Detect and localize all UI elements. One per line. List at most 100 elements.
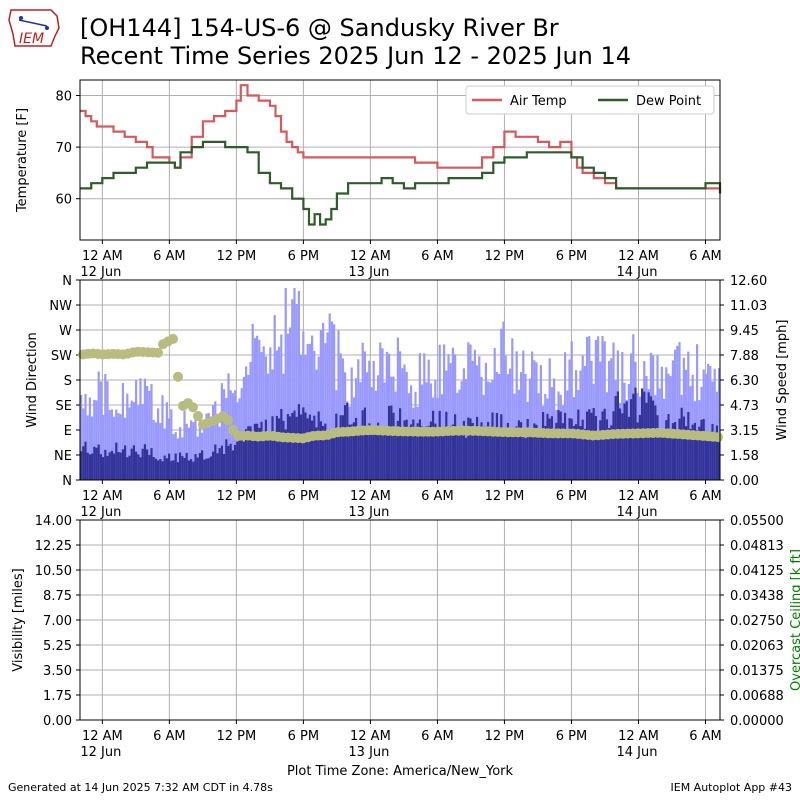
wind-speed-bar [487, 422, 490, 480]
wind-speed-bar [566, 435, 569, 480]
wind-speed-bar [88, 454, 91, 480]
wind-speed-bar [491, 412, 494, 480]
wind-speed-bar [247, 426, 250, 480]
wind-gust-bar [707, 363, 710, 480]
wind-speed-bar [240, 436, 243, 480]
wind-speed-bar [326, 431, 329, 480]
wind-speed-bar [201, 450, 204, 480]
wind-gust-bar [256, 335, 259, 480]
wind-speed-bar [572, 426, 575, 480]
wind-gust-bar [522, 350, 525, 480]
wind-speed-bar [564, 412, 567, 480]
wind-frame [79, 279, 721, 481]
wind-speed-bar [337, 430, 340, 480]
wind-gust-bar [473, 349, 476, 480]
wind-gust-bar [258, 339, 261, 480]
wind-speed-bar [196, 457, 199, 480]
wind-speed-bar [108, 452, 111, 480]
wind-speed-bar [374, 434, 377, 480]
wind-speed-bar [82, 446, 85, 480]
wind-dir-tick-label: NE [54, 449, 72, 464]
wind-speed-bar [577, 409, 580, 480]
wind-speed-bar [346, 402, 349, 480]
wind-speed-bar [293, 410, 296, 480]
wind-gust-bar [583, 366, 586, 480]
wind-speed-bar [469, 418, 472, 480]
wind-speed-bar [537, 437, 540, 480]
wind-speed-tick-label: 0.00 [730, 474, 759, 489]
wind-gust-bar [106, 381, 109, 480]
wind-speed-bar [619, 408, 622, 480]
vis-tick-label: 10.50 [35, 564, 72, 579]
wind-speed-bar [322, 426, 325, 480]
wind-gust-bar [146, 386, 149, 480]
wind-speed-bar [161, 461, 164, 480]
wind-gust-bar [326, 332, 329, 480]
wind-gust-bar [669, 376, 672, 480]
wind-speed-bar [638, 414, 641, 480]
ceiling-ylabel: Overcast Ceiling [k ft] [789, 549, 800, 691]
wind-gust-bar [515, 351, 518, 480]
wind-speed-bar [581, 419, 584, 480]
wind-gust-bar [172, 434, 175, 480]
wind-speed-bar [300, 414, 303, 480]
wind-gust-bar [273, 315, 276, 480]
wind-xtick-date: 14 Jun [616, 505, 657, 520]
wind-gust-bar [212, 405, 215, 480]
wind-speed-bar [368, 423, 371, 480]
wind-speed-bar [271, 416, 274, 480]
wind-gust-bar [297, 290, 300, 480]
temp-xtick-label: 12 AM [350, 249, 391, 264]
wind-speed-bar [330, 433, 333, 480]
wind-speed-bar [80, 451, 83, 480]
wind-speed-tick-label: 11.03 [730, 299, 767, 314]
wind-speed-bar [517, 420, 520, 480]
vis-xtick-label: 12 AM [618, 729, 659, 744]
wind-gust-bar [187, 427, 190, 480]
wind-speed-bar [205, 458, 208, 480]
wind-speed-bar [174, 453, 177, 480]
wind-speed-bar [553, 430, 556, 480]
vis-xtick-date: 14 Jun [616, 745, 657, 760]
wind-gust-bar [229, 390, 232, 480]
wind-speed-bar [179, 452, 182, 480]
wind-speed-bar [267, 431, 270, 480]
wind-speed-bar [689, 429, 692, 480]
wind-gust-bar [594, 339, 597, 480]
wind-direction-point [188, 402, 198, 413]
wind-xtick-label: 12 AM [350, 489, 391, 504]
wind-speed-bar [482, 426, 485, 480]
wind-speed-bar [489, 434, 492, 480]
wind-speed-bar [449, 426, 452, 480]
wind-speed-bar [295, 416, 298, 480]
wind-speed-bar [218, 448, 221, 480]
wind-gust-bar [478, 356, 481, 480]
wind-speed-bar [251, 440, 254, 480]
wind-speed-bar [500, 414, 503, 480]
wind-gust-bar [80, 394, 83, 480]
wind-speed-bar [583, 428, 586, 480]
wind-dir-tick-label: E [64, 424, 72, 439]
wind-speed-bar [436, 431, 439, 480]
wind-gust-bar [379, 342, 382, 480]
wind-speed-bar [383, 430, 386, 480]
wind-gust-bar [311, 335, 314, 480]
wind-gust-bar [295, 303, 298, 480]
wind-speed-bar [115, 442, 118, 480]
wind-gust-bar [469, 344, 472, 480]
temp-ytick-label: 70 [55, 141, 72, 156]
ceiling-tick-label: 0.04813 [730, 539, 784, 554]
wind-speed-bar [291, 412, 294, 480]
wind-gust-bar [192, 422, 195, 480]
wind-gust-bar [579, 370, 582, 480]
wind-speed-bar [608, 428, 611, 480]
wind-speed-bar [432, 410, 435, 480]
wind-xtick-label: 6 AM [153, 489, 186, 504]
wind-gust-bar [443, 344, 446, 480]
wind-gust-bar [170, 409, 173, 480]
wind-gust-bar [447, 354, 450, 480]
wind-speed-bar [405, 419, 408, 480]
wind-gust-bar [330, 321, 333, 480]
wind-speed-bar [535, 424, 538, 480]
vis-xtick-date: 13 Jun [348, 745, 389, 760]
